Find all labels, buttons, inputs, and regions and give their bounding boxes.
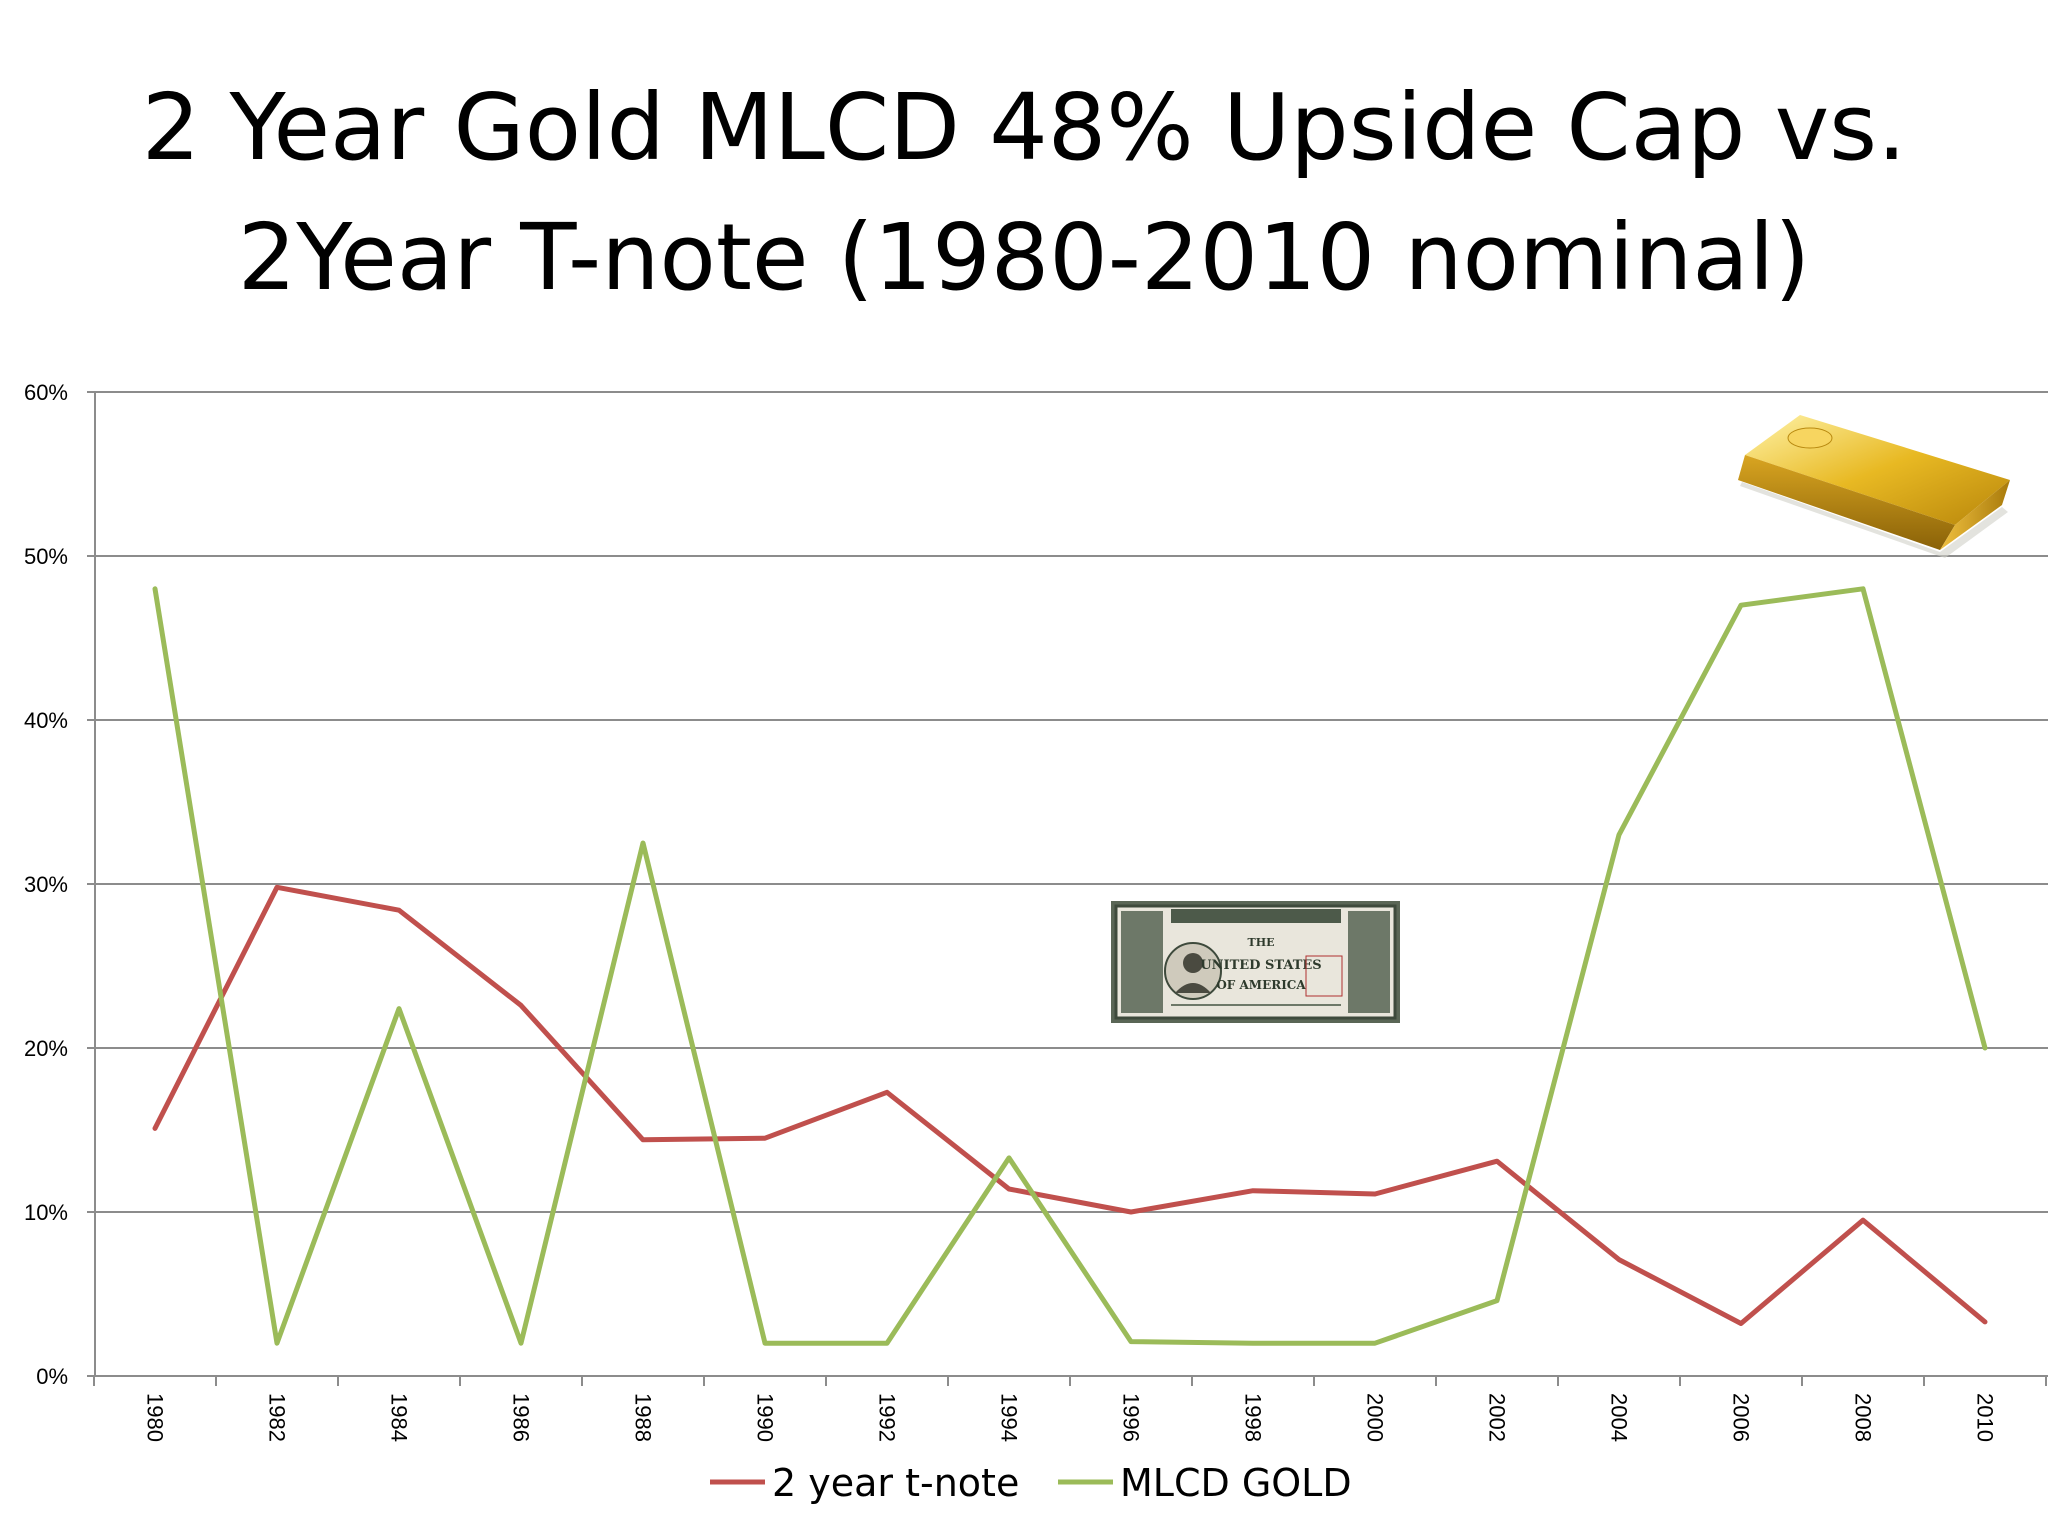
legend-label-mlcd-gold: MLCD GOLD xyxy=(1120,1461,1352,1505)
x-tick-label-1994: 1994 xyxy=(996,1393,1021,1442)
x-tick-label-2004: 2004 xyxy=(1606,1393,1631,1442)
x-axis-tick-labels: 1980 1982 1984 1986 1988 1990 1992 1994 1996 1998… xyxy=(142,1393,1997,1442)
y-tick-label-0: 0% xyxy=(36,1364,68,1389)
svg-text:THE: THE xyxy=(1248,936,1275,949)
gridlines xyxy=(95,391,2048,1213)
chart-title-line-2: 2Year T-note (1980-2010 nominal) xyxy=(237,204,1811,311)
y-tick-label-6: 60% xyxy=(24,380,68,405)
y-tick-label-4: 40% xyxy=(24,708,68,733)
bond-certificate-image: THE UNITED STATES OF AMERICA xyxy=(1111,901,1400,1023)
x-tick-label-2010: 2010 xyxy=(1972,1393,1997,1442)
y-tick-label-3: 30% xyxy=(24,872,68,897)
svg-text:UNITED STATES: UNITED STATES xyxy=(1200,958,1321,973)
x-tick-label-2000: 2000 xyxy=(1362,1393,1387,1442)
x-tick-label-1986: 1986 xyxy=(508,1393,533,1442)
x-tick-label-1992: 1992 xyxy=(874,1393,899,1442)
x-tick-label-1980: 1980 xyxy=(142,1393,167,1442)
x-tick-label-2008: 2008 xyxy=(1850,1393,1875,1442)
gold-bar-image xyxy=(1738,415,2010,558)
x-tick-label-2002: 2002 xyxy=(1484,1393,1509,1442)
x-tick-label-1982: 1982 xyxy=(264,1393,289,1442)
y-axis-tick-labels: 0% 10% 20% 30% 40% 50% 60% xyxy=(24,380,68,1389)
chart-title-line-1: 2 Year Gold MLCD 48% Upside Cap vs. xyxy=(141,74,1907,181)
legend: 2 year t-note MLCD GOLD xyxy=(710,1461,1352,1505)
series-line-2-year-t-note xyxy=(152,884,1988,1326)
x-tick-label-1988: 1988 xyxy=(630,1393,655,1442)
svg-text:OF AMERICA: OF AMERICA xyxy=(1216,978,1306,992)
x-tick-label-1996: 1996 xyxy=(1118,1393,1143,1442)
y-tick-label-1: 10% xyxy=(24,1200,68,1225)
y-tick-label-5: 50% xyxy=(24,544,68,569)
legend-label-2-year-t-note: 2 year t-note xyxy=(772,1461,1019,1505)
y-tick-label-2: 20% xyxy=(24,1036,68,1061)
axes xyxy=(87,391,2048,1386)
x-tick-label-1984: 1984 xyxy=(386,1393,411,1442)
x-tick-label-1998: 1998 xyxy=(1240,1393,1265,1442)
series-lines xyxy=(152,586,1988,1346)
x-tick-label-1990: 1990 xyxy=(752,1393,777,1442)
x-tick-label-2006: 2006 xyxy=(1728,1393,1753,1442)
series-line-mlcd-gold xyxy=(152,586,1988,1346)
